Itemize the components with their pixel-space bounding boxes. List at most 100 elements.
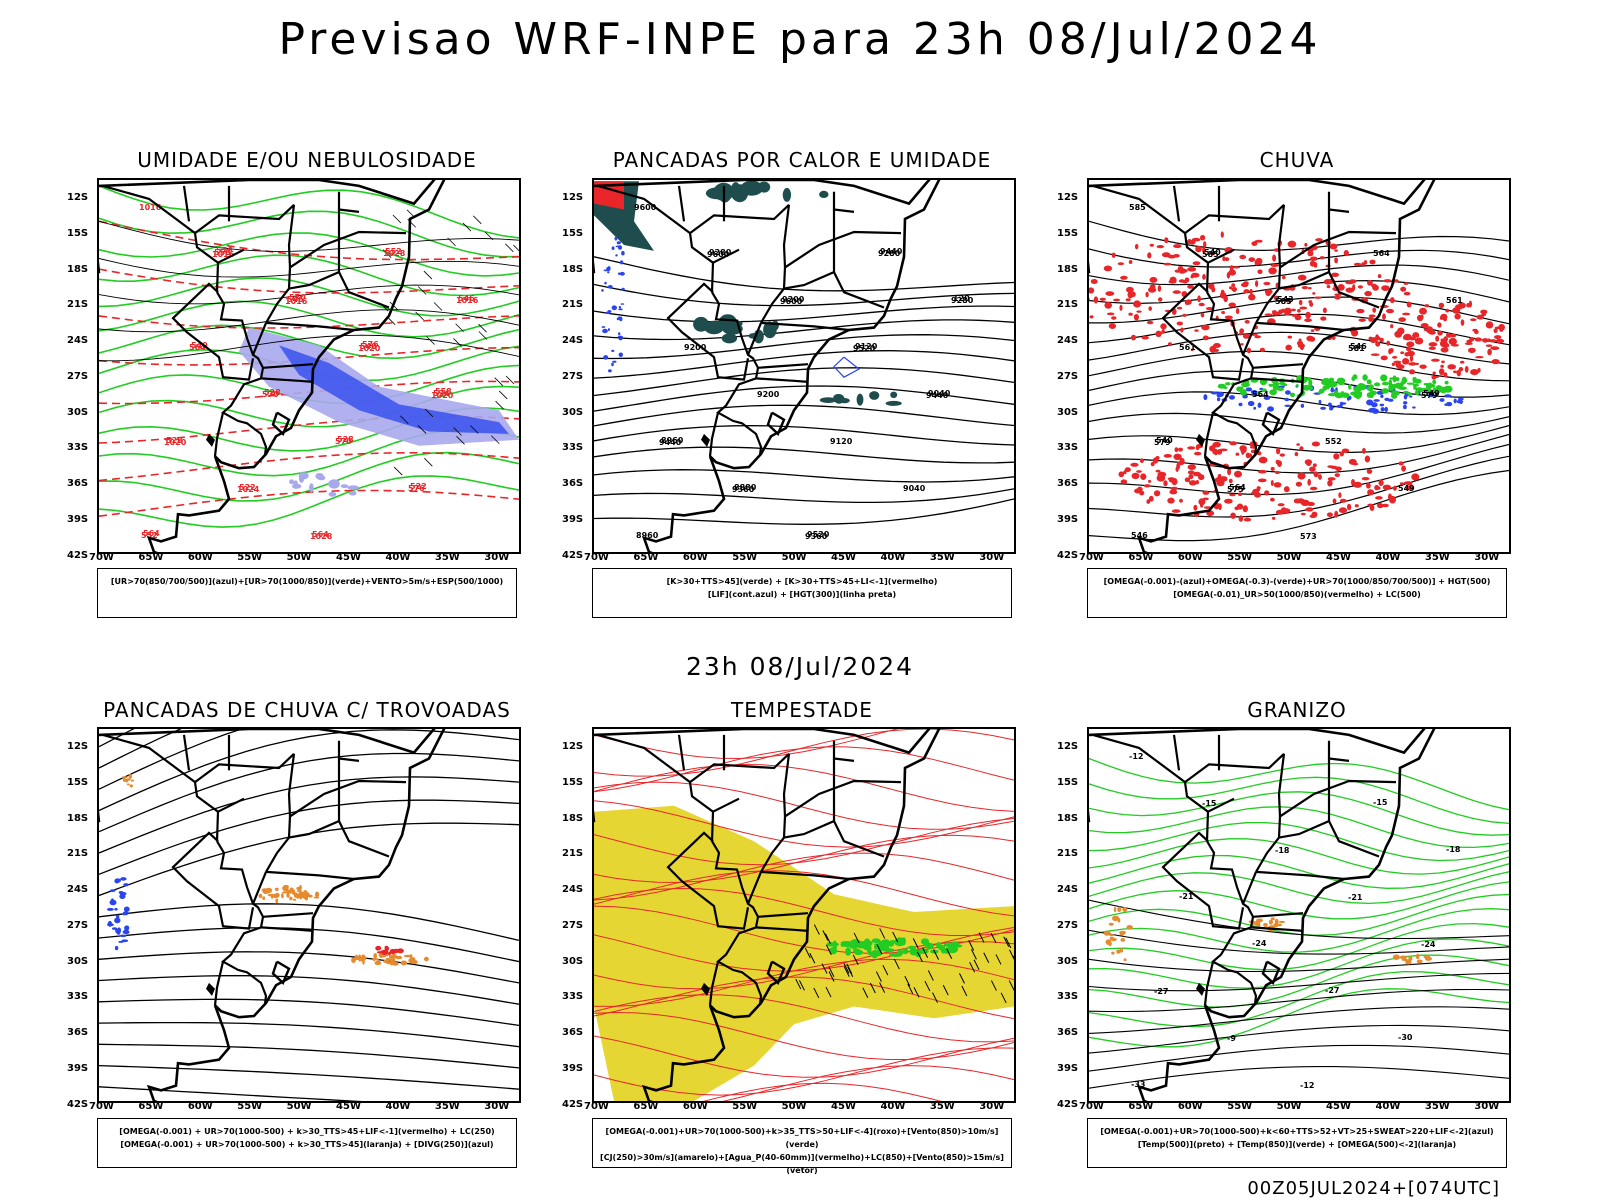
rain-omega [1187,284,1194,289]
rain-omega-light [1457,397,1464,401]
lif-contour [607,271,610,274]
lat-tick-label: 15S [67,227,89,239]
state-border [217,248,245,264]
omega-500 [1123,958,1127,962]
rain-omega [1353,262,1362,267]
lat-tick-label: 39S [1057,1062,1079,1074]
wind-vector [495,400,504,410]
wind-vector [882,964,889,976]
rain-omega-strong [1427,382,1433,389]
contour-label: 546 [287,295,304,304]
contour-line [99,284,519,305]
streamline [99,752,519,833]
rain-omega [1326,285,1331,289]
contour-line [99,309,519,333]
lif-contour [601,289,604,292]
wind-vector [423,270,433,280]
lon-tick-label: 70W [584,552,609,563]
rain-omega [1334,249,1338,252]
rain-omega [1282,508,1291,514]
contour-label: 9520 [807,530,830,539]
lif-contour [605,311,611,314]
wind-vector [804,947,811,959]
rain-omega [1284,312,1291,316]
contour-label: -12 [1129,752,1143,761]
state-border [262,912,314,918]
rain-omega [1256,486,1261,492]
contour-label: -21 [1179,892,1194,901]
streamline-850 [594,834,1014,883]
divergence [106,907,114,911]
rain-omega [1169,276,1177,284]
contour-line [99,268,519,294]
rain-omega-light [1253,406,1257,410]
contour-line [594,350,1014,379]
lat-tick-label: 27S [562,919,584,931]
rain-omega [1273,295,1280,301]
thunder-severe [384,945,389,949]
omega-500 [1110,937,1117,942]
contour-label: 9120 [855,342,878,351]
state-border [832,740,855,762]
rain-omega [1173,453,1182,460]
rain-omega-strong [1225,382,1231,386]
rain-omega [1401,465,1406,472]
wind-vector [494,377,504,386]
rain-omega-light [1284,397,1290,402]
divergence [114,878,121,883]
rain-omega [1143,484,1151,488]
lif-contour [608,369,612,373]
divergence [114,945,119,951]
wind-vector [393,466,403,476]
rain-omega [1297,343,1305,349]
rain-omega-light [1444,394,1452,398]
rain-omega [1200,312,1205,318]
lat-tick-label: 15S [67,776,89,788]
rain-omega [1244,320,1250,324]
lif-contour [618,337,623,341]
state-border [1172,185,1181,222]
rain-omega [1392,485,1397,491]
rain-omega [1152,457,1159,464]
contour-line [1089,972,1509,992]
wind-vector [1003,936,1010,947]
rain-omega [1156,245,1165,249]
rain-omega-strong [1366,385,1374,392]
contour-line [1089,838,1509,875]
rain-omega [1240,343,1244,346]
lon-tick-label: 55W [732,1101,758,1112]
wind-850 [883,948,895,953]
contour-line [1089,958,1509,973]
rain-omega-strong [1321,379,1330,386]
thunder-risk [282,891,289,894]
humidity-patch [289,479,295,485]
rain-omega [1119,304,1123,311]
lon-tick-label: 50W [286,1101,312,1112]
state-border [1255,321,1345,332]
rain-omega-light [1327,402,1332,408]
wind-vector [825,944,832,956]
contour-label: 8880 [734,483,757,492]
rain-omega-strong [1439,386,1448,394]
rain-omega [1176,321,1183,326]
contour-line [99,258,519,278]
rain-omega [1310,256,1318,261]
rain-omega-strong [1269,389,1277,396]
rain-omega [1133,314,1139,321]
state-border [1092,733,1210,842]
rain-omega [1270,263,1280,267]
contour-label: 573 [1300,532,1317,541]
lat-tick-label: 30S [67,955,89,967]
wind-vector [498,390,508,400]
lon-tick-label: 30W [484,1101,510,1112]
contour-label: 9520 [853,344,876,353]
lif-contour [618,352,623,358]
rain-omega [1361,262,1366,266]
rain-omega [1187,267,1197,272]
lat-tick-label: 21S [67,299,89,311]
rain-omega [1235,308,1240,315]
wind-vector [426,336,435,345]
lat-tick-label: 33S [562,991,584,1003]
lat-tick-label: 30S [562,406,584,418]
rain-omega [1149,276,1158,283]
